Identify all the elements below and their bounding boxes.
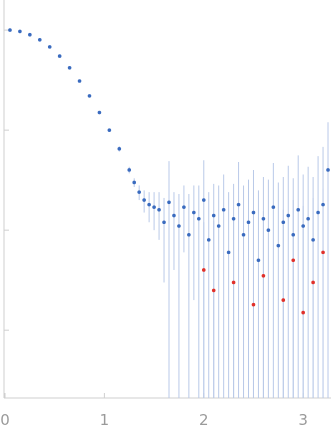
x-tick-label: 1	[100, 411, 110, 429]
point	[291, 258, 296, 263]
point	[226, 250, 231, 255]
point	[281, 220, 286, 225]
point	[241, 232, 246, 237]
point	[326, 168, 330, 172]
point	[306, 216, 310, 221]
point	[132, 180, 137, 185]
point	[296, 207, 301, 212]
point	[127, 168, 132, 172]
point	[8, 28, 12, 32]
point	[261, 273, 266, 278]
point	[201, 198, 206, 202]
point	[301, 310, 305, 315]
point	[211, 288, 216, 293]
point	[47, 45, 52, 49]
point	[97, 110, 102, 115]
point	[192, 210, 196, 215]
point	[316, 210, 320, 215]
point	[276, 243, 281, 248]
point	[246, 220, 251, 225]
point	[321, 250, 325, 255]
point	[251, 210, 256, 215]
point	[231, 280, 236, 285]
point	[311, 280, 315, 285]
point	[187, 232, 191, 237]
point	[167, 200, 171, 205]
x-tick-label: 3	[298, 411, 308, 429]
point	[256, 258, 261, 263]
point	[266, 228, 271, 232]
point	[107, 128, 112, 132]
point	[77, 79, 82, 83]
point	[281, 298, 286, 302]
point	[206, 238, 211, 242]
point	[87, 94, 92, 98]
point	[311, 238, 315, 242]
point	[147, 202, 151, 207]
point	[28, 32, 32, 37]
point	[286, 213, 291, 218]
point	[301, 224, 305, 228]
x-tick-label: 0	[0, 411, 10, 429]
point	[37, 38, 42, 42]
point	[162, 220, 166, 225]
point	[231, 216, 236, 221]
point	[172, 213, 176, 218]
x-tick-label: 2	[199, 411, 209, 429]
point	[142, 198, 146, 202]
point	[67, 65, 72, 70]
point	[137, 190, 141, 194]
point	[221, 207, 226, 212]
point	[157, 207, 161, 212]
point	[261, 216, 266, 221]
point	[271, 205, 276, 209]
point	[18, 29, 22, 34]
point	[211, 213, 216, 218]
point	[201, 268, 206, 272]
point	[197, 216, 201, 221]
point	[182, 205, 186, 209]
point	[216, 224, 221, 228]
point	[152, 205, 156, 209]
point	[177, 224, 181, 228]
point	[291, 232, 296, 237]
point	[251, 302, 256, 307]
point	[117, 147, 122, 151]
point	[236, 202, 241, 207]
point	[321, 202, 325, 207]
point	[57, 54, 62, 58]
